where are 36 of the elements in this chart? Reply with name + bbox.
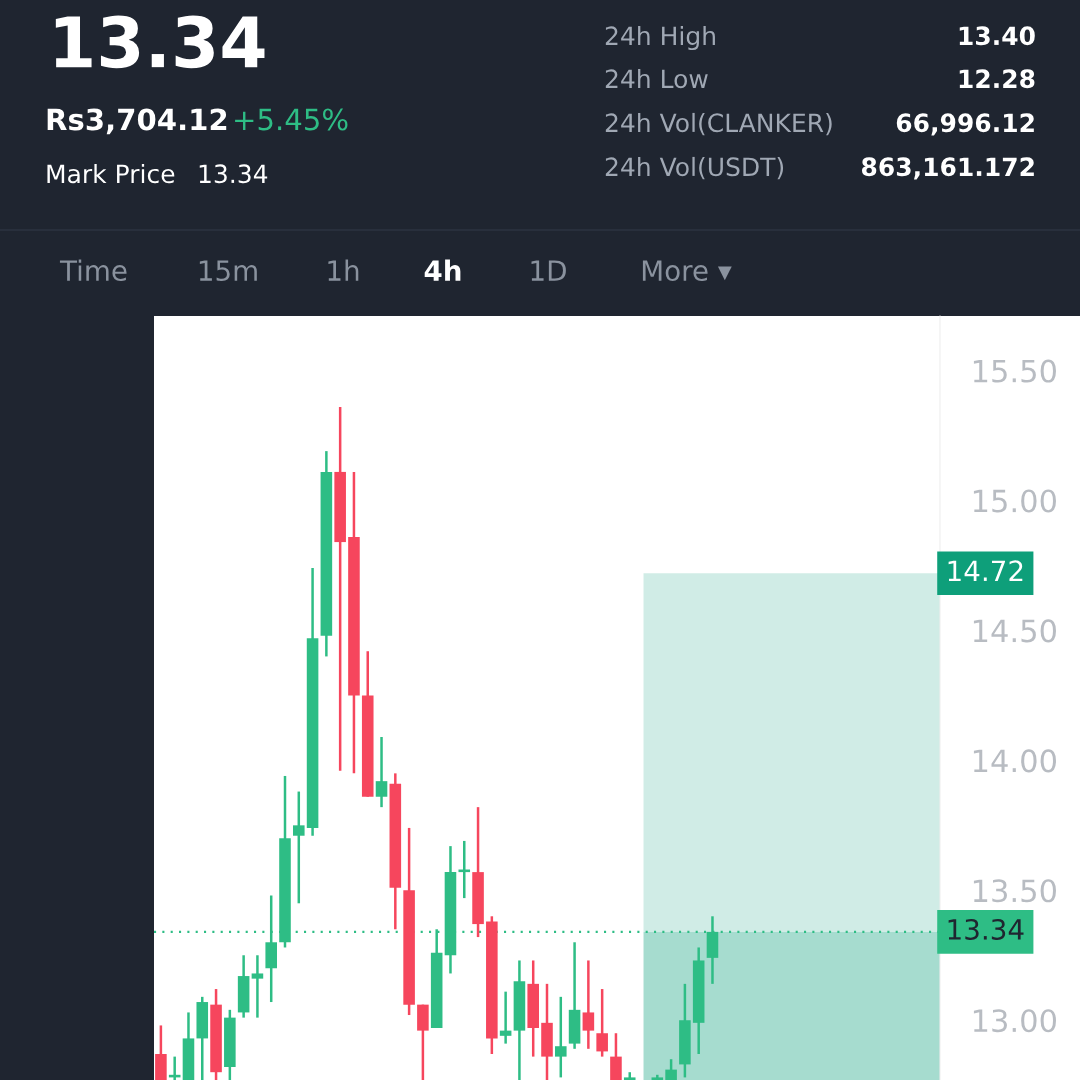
candlestick [293,790,305,905]
text: 13.40 [959,26,1035,46]
chart-title: 13.34 [199,164,268,184]
y-tick-label: 14.50 [973,619,1056,643]
y-tick-label: 13.00 [973,1009,1056,1033]
text: Rs3,704.12 [47,108,227,135]
candlestick [555,995,567,1079]
text: 13.34 [55,15,265,69]
candlestick [610,1031,622,1080]
text: 24h Vol(CLANKER) [605,112,832,136]
y-tick-label: 15.50 [973,359,1056,383]
text: 1D [531,260,566,281]
text: 1h [328,259,359,281]
text: 24h High [605,25,715,51]
candlestick [582,959,595,1051]
text: 24h Vol(USDT) [605,156,784,180]
text: Time [59,259,127,282]
candlestick [375,735,388,809]
text: 863,161.172 [861,157,1034,180]
candlestick [251,954,264,1019]
text: 4h [424,259,461,281]
text: +5.45% [235,108,348,131]
band-label: 14.72 [948,560,1023,581]
y-tick-label: 15.00 [973,489,1056,513]
y-tick-label: 14.00 [973,749,1056,773]
text: 66,996.12 [896,113,1034,136]
candlestick [665,1057,677,1080]
candlestick [596,987,608,1058]
candlestick [499,990,512,1045]
text: 15m [199,260,257,282]
text: 12.28 [959,69,1035,89]
y-tick-label: 13.50 [973,879,1056,903]
text: Mark Price [47,163,175,184]
text: 24h Low [605,68,708,89]
ref-line-label: 13.34 [948,918,1024,940]
text: More ▾ [642,260,732,282]
